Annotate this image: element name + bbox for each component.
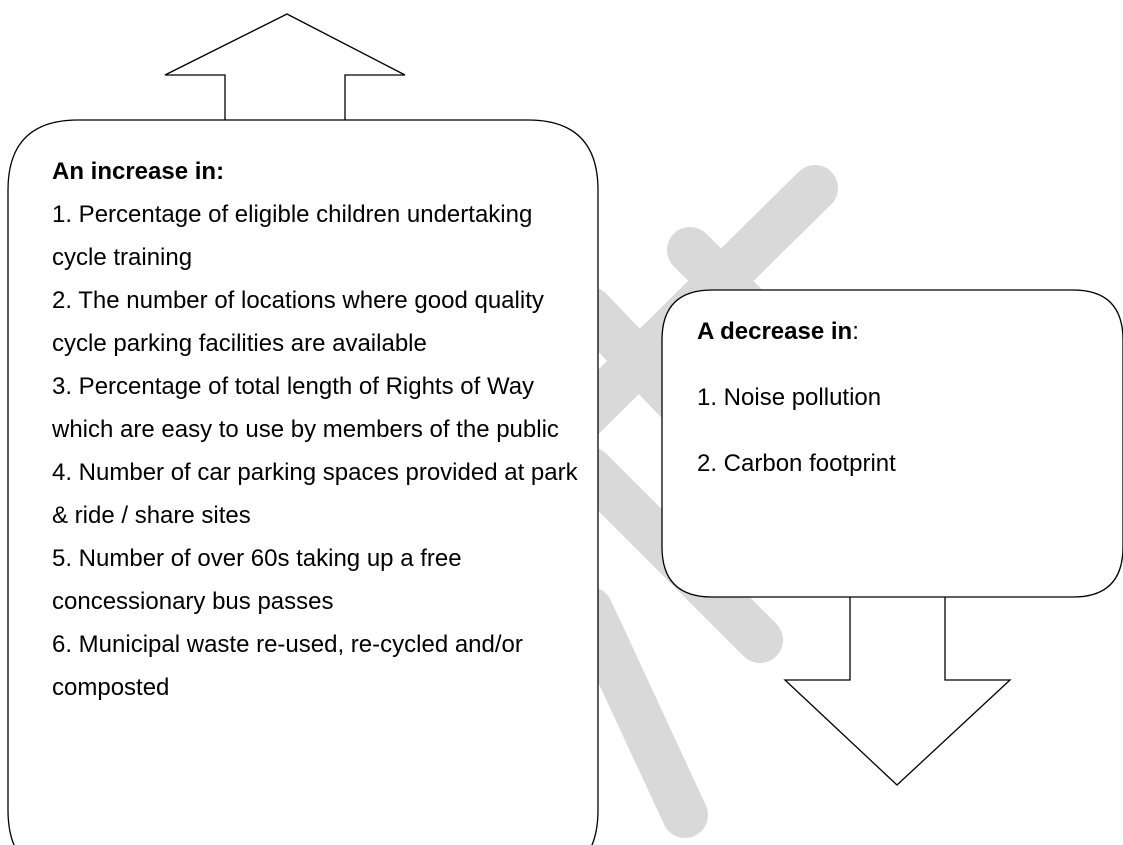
up-arrow: [164, 13, 406, 122]
left-item: 1. Percentage of eligible children under…: [52, 201, 533, 271]
left-box-text: An increase in: 1. Percentage of eligibl…: [52, 150, 582, 709]
right-heading: A decrease in:: [697, 314, 1097, 350]
right-heading-suffix: :: [852, 318, 859, 345]
left-item: 6. Municipal waste re-used, re-cycled an…: [52, 631, 523, 701]
left-item: 3. Percentage of total length of Rights …: [52, 373, 559, 443]
left-item: 5. Number of over 60s taking up a free c…: [52, 545, 462, 615]
down-arrow: [783, 595, 1012, 786]
left-heading: An increase in:: [52, 150, 582, 193]
left-box: [7, 119, 599, 845]
right-item: 2. Carbon footprint: [697, 450, 896, 477]
left-item: 2. The number of locations where good qu…: [52, 287, 544, 357]
right-box-text: A decrease in: 1. Noise pollution 2. Car…: [697, 314, 1097, 512]
right-item: 1. Noise pollution: [697, 384, 882, 411]
watermark-stroke: [567, 587, 708, 838]
right-heading-text: A decrease in: [697, 318, 853, 345]
left-item: 4. Number of car parking spaces provided…: [52, 459, 578, 529]
left-heading-text: An increase in:: [52, 158, 225, 185]
right-box: [661, 289, 1123, 598]
